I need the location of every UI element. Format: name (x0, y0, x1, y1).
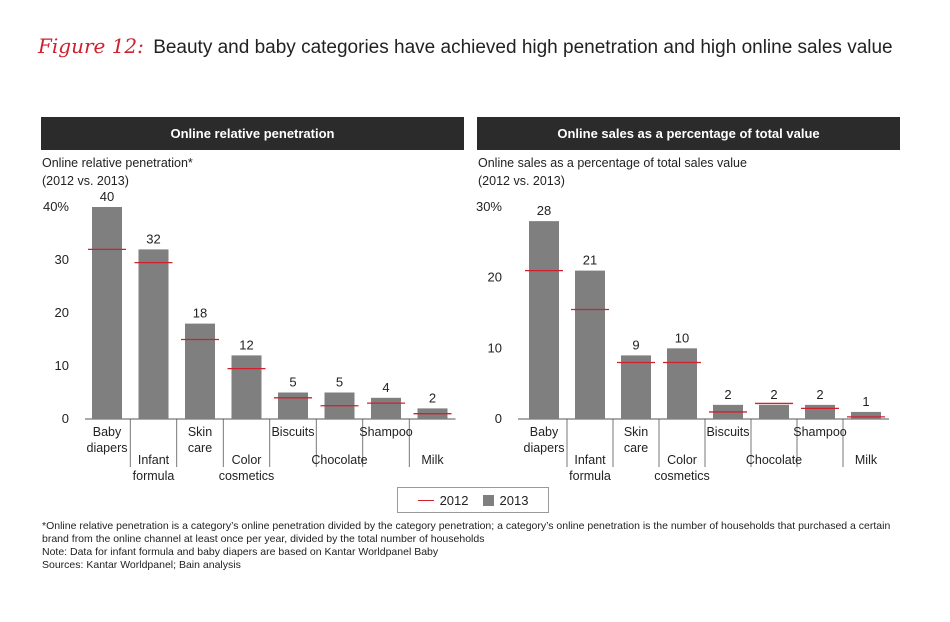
right-data-label: 2 (724, 387, 731, 402)
right-category-label: Biscuits (706, 425, 749, 439)
left-data-label: 40 (100, 189, 114, 204)
right-category-label: Milk (855, 453, 878, 467)
left-bar-2013 (371, 397, 401, 419)
right-bar-2013 (759, 404, 789, 419)
left-y-axis-label-line1: Online relative penetration* (42, 156, 193, 170)
left-y-tick-label: 0 (62, 411, 69, 426)
right-category-label: Baby (530, 425, 559, 439)
right-y-tick-label: 0 (495, 411, 502, 426)
left-category-label: care (188, 441, 212, 455)
right-bar-2013 (851, 411, 881, 419)
right-bar-2013 (805, 404, 835, 419)
right-panel-header: Online sales as a percentage of total va… (477, 117, 900, 150)
left-y-axis-label-line2: (2012 vs. 2013) (42, 174, 129, 188)
left-bar-2013 (278, 392, 308, 419)
right-data-label: 28 (537, 203, 551, 218)
left-category-label: Biscuits (271, 425, 314, 439)
left-category-label: formula (133, 469, 175, 483)
left-bar-2013 (231, 355, 262, 419)
legend-item-2012: 2012 (417, 492, 469, 508)
right-y-axis-label-line2: (2012 vs. 2013) (478, 174, 565, 188)
right-bar-2013 (529, 221, 559, 419)
right-y-tick-label: 30% (476, 199, 502, 214)
legend-label-2012: 2012 (439, 492, 469, 508)
left-data-label: 32 (146, 231, 160, 246)
left-y-tick-label: 30 (55, 252, 69, 267)
right-bar-2013 (621, 355, 651, 419)
left-data-label: 4 (382, 380, 389, 395)
figure-number: Figure 12: (38, 34, 144, 58)
left-data-label: 12 (239, 337, 253, 352)
left-category-label: Skin (188, 425, 212, 439)
right-category-label: diapers (524, 441, 565, 455)
left-bar-2013 (138, 249, 169, 419)
right-data-label: 21 (583, 253, 597, 268)
right-category-label: cosmetics (654, 469, 710, 483)
legend-bar-swatch (482, 494, 494, 506)
legend-line-swatch (417, 499, 434, 501)
legend-item-2013: 2013 (482, 492, 529, 508)
right-data-label: 9 (632, 337, 639, 352)
right-y-axis-label: Online sales as a percentage of total sa… (478, 154, 747, 190)
left-data-label: 5 (336, 375, 343, 390)
right-data-label: 2 (816, 387, 823, 402)
footnotes: *Online relative penetration is a catego… (42, 520, 912, 572)
left-y-tick-label: 20 (55, 305, 69, 320)
right-bar-2013 (575, 270, 605, 419)
right-data-label: 10 (675, 330, 689, 345)
right-category-label: Color (667, 453, 697, 467)
figure-title: Figure 12: Beauty and baby categories ha… (38, 34, 893, 59)
left-category-label: Color (232, 453, 262, 467)
right-bar-2013 (667, 348, 697, 419)
left-data-label: 5 (289, 375, 296, 390)
left-bar-2013 (92, 207, 122, 419)
left-category-label: Milk (421, 453, 444, 467)
right-data-label: 1 (862, 394, 869, 409)
right-category-label: care (624, 441, 648, 455)
right-category-label: formula (569, 469, 611, 483)
left-y-tick-label: 40% (43, 199, 69, 214)
right-category-label: Infant (574, 453, 606, 467)
footnote-sources: Sources: Kantar Worldpanel; Bain analysi… (42, 559, 241, 571)
figure-title-text: Beauty and baby categories have achieved… (153, 37, 893, 58)
left-category-label: Baby (93, 425, 122, 439)
left-y-axis-label: Online relative penetration* (2012 vs. 2… (42, 154, 193, 190)
left-data-label: 18 (193, 306, 207, 321)
left-category-label: Shampoo (359, 425, 413, 439)
left-data-label: 2 (429, 390, 436, 405)
legend-label-2013: 2013 (499, 492, 529, 508)
left-category-label: Infant (138, 453, 170, 467)
right-data-label: 2 (770, 387, 777, 402)
right-category-label: Skin (624, 425, 648, 439)
legend: 2012 2013 (397, 487, 549, 513)
right-y-tick-label: 10 (488, 340, 502, 355)
left-category-label: cosmetics (219, 469, 275, 483)
right-category-label: Shampoo (793, 425, 847, 439)
left-panel-header: Online relative penetration (41, 117, 464, 150)
right-y-tick-label: 20 (488, 270, 502, 285)
left-category-label: diapers (87, 441, 128, 455)
footnote-definition: *Online relative penetration is a catego… (42, 520, 891, 545)
right-y-axis-label-line1: Online sales as a percentage of total sa… (478, 156, 747, 170)
left-bar-2013 (185, 323, 215, 419)
footnote-note: Note: Data for infant formula and baby d… (42, 546, 439, 558)
left-y-tick-label: 10 (55, 358, 69, 373)
right-category-label: Chocolate (746, 453, 802, 467)
left-category-label: Chocolate (311, 453, 367, 467)
